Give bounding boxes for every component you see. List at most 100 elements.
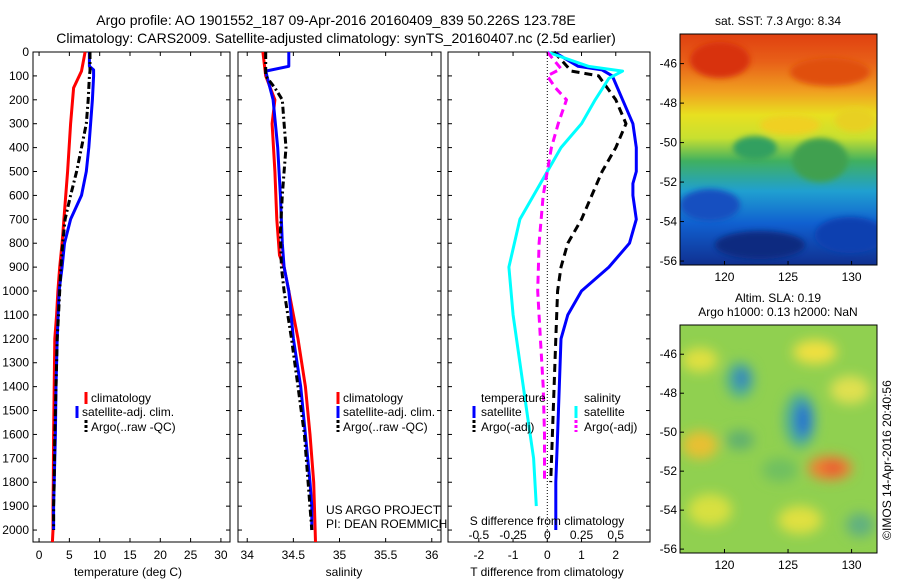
series-line-argo-raw-qc- — [264, 52, 314, 531]
sla-map-title: Altim. SLA: 0.19 — [735, 291, 821, 305]
y-tick-label: 200 — [9, 93, 29, 107]
legend-label-t-satellite: satellite — [481, 405, 522, 419]
salinity-axes-frame — [237, 51, 442, 543]
x-tick-label: 20 — [154, 548, 168, 562]
x-tick-label-salinity: 0.25 — [570, 528, 594, 542]
x-tick-label: -2 — [473, 548, 484, 562]
y-tick-label: 1300 — [2, 356, 29, 370]
series-line-argo-raw-qc- — [52, 52, 92, 530]
map-y-tick-label: -48 — [660, 386, 678, 400]
legend-header-temperature: temperature — [481, 391, 546, 405]
map-y-tick-label: -56 — [660, 254, 678, 268]
legend-label-argo: Argo(..raw -QC) — [343, 420, 428, 434]
figure-title-line2: Climatology: CARS2009. Satellite-adjuste… — [56, 30, 616, 46]
legend-header-salinity: salinity — [584, 391, 621, 405]
map-y-tick-label: -50 — [660, 136, 678, 150]
y-tick-label: 1900 — [2, 499, 29, 513]
x-tick-label: 34 — [241, 548, 255, 562]
x-tick-label-salinity: 0 — [544, 528, 551, 542]
sst-map-features — [680, 42, 877, 259]
sst-map-frame — [679, 33, 878, 266]
map-x-tick-label: 125 — [778, 270, 798, 284]
y-tick-label: 1200 — [2, 332, 29, 346]
difference-axes-frame — [447, 51, 651, 543]
y-tick-label: 1800 — [2, 475, 29, 489]
salinity-legend: climatology satellite-adj. clim. Argo(..… — [336, 391, 435, 434]
salinity-panel: 34 34.5 35 35.5 36 salinity climatology sate… — [237, 51, 447, 579]
map-y-tick-label: -52 — [660, 464, 678, 478]
y-tick-label: 1100 — [3, 308, 29, 322]
y-tick-label: 700 — [9, 212, 29, 226]
credit-text: US ARGO PROJECT — [326, 503, 441, 517]
x-tick-label: 5 — [66, 548, 73, 562]
pi-text: PI: DEAN ROEMMICH — [326, 517, 447, 531]
sst-map-panel: sat. SST: 7.3 Argo: 8.34 120 125 130 -46 -48… — [660, 14, 878, 284]
map-x-tick-label: 120 — [714, 558, 734, 572]
figure-title-line1: Argo profile: AO 1901552_187 09-Apr-2016… — [96, 12, 576, 28]
series-line-temperature-argo-adj- — [549, 50, 628, 483]
sla-map-features — [682, 340, 874, 537]
map-y-tick-label: -54 — [660, 215, 678, 229]
x-tick-label: 1 — [578, 548, 585, 562]
x-tick-label-salinity: 0.5 — [607, 528, 624, 542]
difference-legend: temperature salinity satellite Argo(-adj… — [472, 391, 637, 434]
x-tick-label: 36 — [425, 548, 439, 562]
x-tick-label: -1 — [508, 548, 519, 562]
y-tick-label: 600 — [9, 188, 29, 202]
map-y-tick-label: -56 — [660, 542, 678, 556]
imos-stamp: ©IMOS 14-Apr-2016 20:40:56 — [880, 380, 894, 540]
map-x-tick-label: 120 — [714, 270, 734, 284]
legend-label-t-argo: Argo(-adj) — [481, 420, 534, 434]
legend-label-s-satellite: satellite — [584, 405, 625, 419]
temperature-xlabel: temperature (deg C) — [74, 565, 182, 579]
x-tick-label: 30 — [214, 548, 228, 562]
map-x-tick-label: 130 — [842, 270, 862, 284]
y-tick-label: 1500 — [2, 404, 29, 418]
x-tick-label: 34.5 — [282, 548, 306, 562]
legend-label-satellite: satellite-adj. clim. — [82, 405, 174, 419]
legend-label-argo: Argo(..raw -QC) — [91, 420, 176, 434]
series-line-satellite-adj-clim- — [264, 52, 314, 530]
sla-map-frame — [679, 324, 878, 554]
map-x-tick-label: 125 — [778, 558, 798, 572]
legend-label-s-argo: Argo(-adj) — [584, 420, 637, 434]
series-line-salinity-argo-adj- — [536, 51, 568, 483]
y-tick-label: 0 — [22, 45, 29, 59]
difference-xlabel-s: S difference from climatology — [470, 514, 625, 528]
y-tick-label: 300 — [9, 117, 29, 131]
y-tick-label: 2000 — [2, 523, 29, 537]
x-tick-label: 15 — [123, 548, 137, 562]
map-y-tick-label: -52 — [660, 175, 678, 189]
y-tick-label: 100 — [9, 69, 29, 83]
y-tick-label: 800 — [9, 236, 29, 250]
x-tick-label: 25 — [184, 548, 198, 562]
x-tick-label: 35.5 — [374, 548, 398, 562]
map-y-tick-label: -54 — [660, 503, 678, 517]
y-tick-label: 1000 — [2, 284, 29, 298]
map-y-tick-label: -46 — [660, 57, 678, 71]
salinity-xlabel: salinity — [326, 565, 363, 579]
series-line-salinity-satellite — [507, 50, 625, 507]
y-tick-label: 1700 — [2, 451, 29, 465]
map-y-tick-label: -48 — [660, 96, 678, 110]
temperature-panel: 0100200300400500600700800900100011001200… — [2, 45, 231, 579]
legend-label-climatology: climatology — [91, 391, 151, 405]
temperature-axes-frame — [32, 51, 231, 543]
map-y-tick-label: -46 — [660, 347, 678, 361]
y-tick-label: 1400 — [2, 380, 29, 394]
y-tick-label: 400 — [9, 141, 29, 155]
sla-map-subtitle: Argo h1000: 0.13 h2000: NaN — [698, 305, 857, 319]
temperature-legend: climatology satellite-adj. clim. Argo(..… — [75, 391, 176, 434]
difference-xlabel-t: T difference from climatology — [470, 565, 624, 579]
series-line-climatology — [50, 51, 87, 543]
y-tick-label: 900 — [9, 260, 29, 274]
x-tick-label: 10 — [93, 548, 107, 562]
series-line-temperature-satellite — [553, 50, 638, 530]
x-tick-label-salinity: -0.25 — [499, 528, 527, 542]
legend-label-climatology: climatology — [343, 391, 403, 405]
legend-label-satellite: satellite-adj. clim. — [343, 405, 435, 419]
difference-panel: -2 -1 0 1 2 -0.5 -0.25 0 0.25 0.5 T difference fr… — [447, 50, 651, 579]
x-tick-label: 2 — [612, 548, 619, 562]
map-y-tick-label: -50 — [660, 425, 678, 439]
